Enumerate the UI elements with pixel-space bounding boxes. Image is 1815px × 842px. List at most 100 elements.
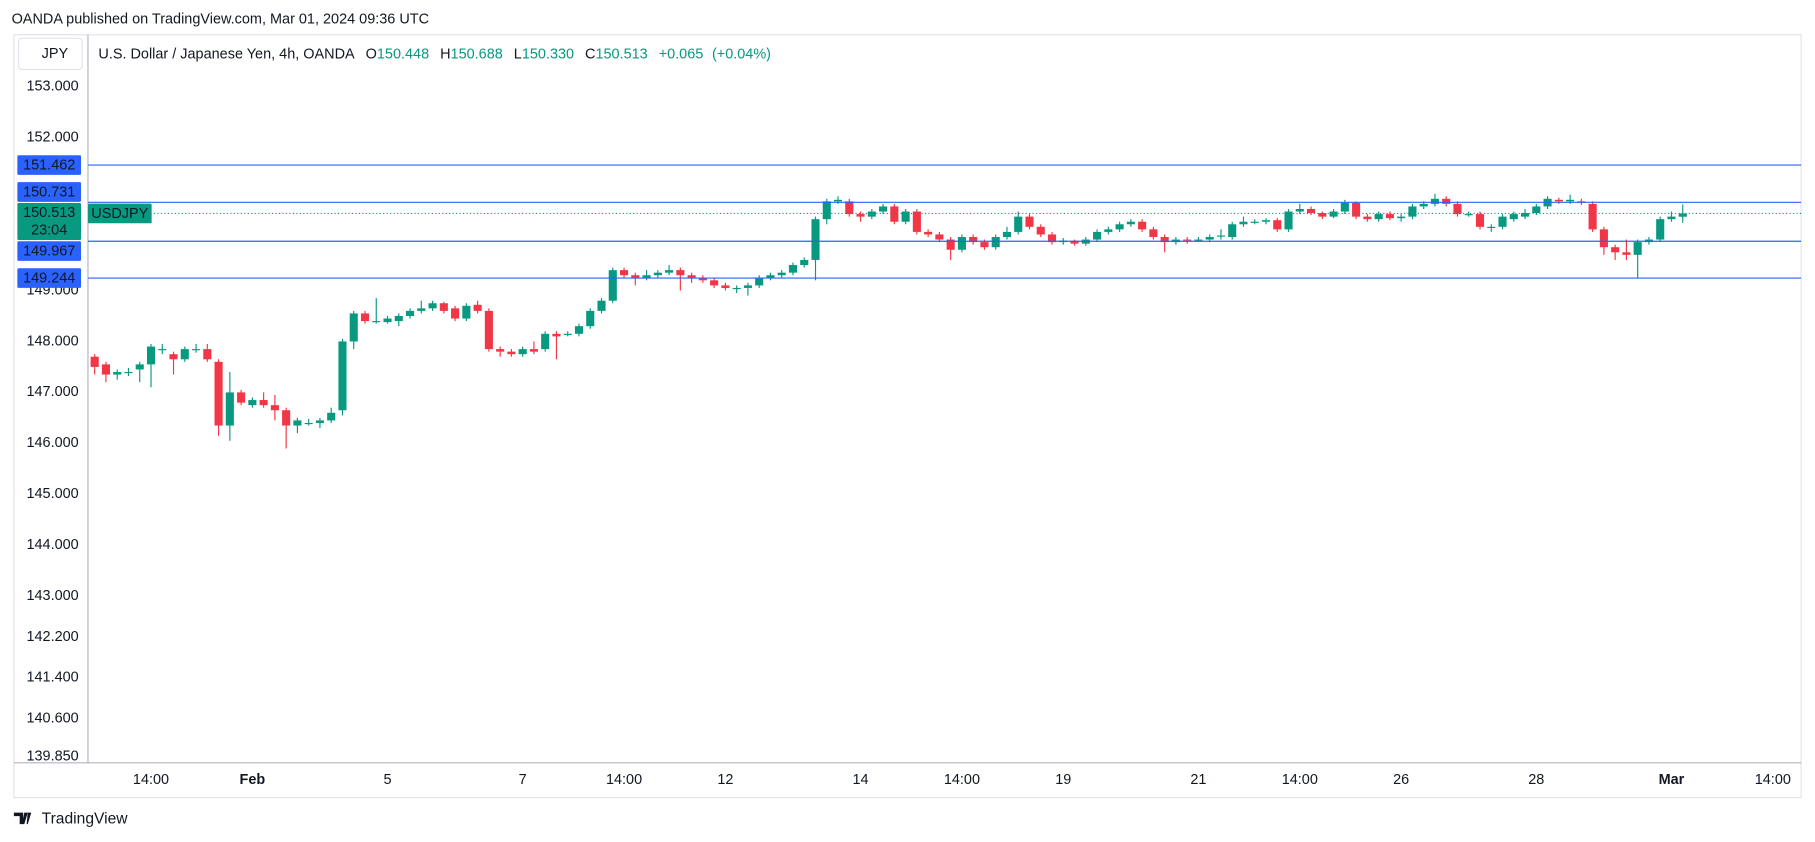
publisher-note: OANDA published on TradingView.com, Mar … xyxy=(12,11,429,27)
candle-body xyxy=(957,237,966,250)
candle-body xyxy=(1329,211,1338,217)
candle-body xyxy=(608,270,617,301)
x-tick-label: 19 xyxy=(1055,772,1071,788)
candle-body xyxy=(586,310,595,327)
y-tick-label: 143.000 xyxy=(26,588,78,604)
candle-body xyxy=(1442,198,1451,204)
currency-button-label[interactable]: JPY xyxy=(42,46,69,62)
candle-body xyxy=(1194,239,1203,241)
candle-body xyxy=(867,211,876,217)
candle-body xyxy=(969,237,978,243)
legend-title: U.S. Dollar / Japanese Yen, 4h, OANDA xyxy=(98,46,355,62)
candle-body xyxy=(1622,252,1631,255)
candle-body xyxy=(1475,214,1485,227)
candle-body xyxy=(1093,231,1102,240)
candle-body xyxy=(856,214,865,217)
candle-body xyxy=(113,372,122,375)
candle-body xyxy=(1216,235,1226,237)
candle-body xyxy=(1374,214,1383,220)
candle-body xyxy=(631,275,640,278)
candle-body xyxy=(1228,224,1237,238)
x-tick-label: Feb xyxy=(240,772,266,788)
candle-body xyxy=(1284,211,1293,230)
x-tick-label: 14:00 xyxy=(1282,772,1318,788)
legend: U.S. Dollar / Japanese Yen, 4h, OANDA O1… xyxy=(98,46,771,62)
candle-body xyxy=(1126,221,1135,225)
candle-body xyxy=(169,354,178,360)
y-tick-label: 152.000 xyxy=(26,129,78,145)
level-label: 150.731 xyxy=(23,184,75,200)
candle-body xyxy=(405,310,415,316)
candles xyxy=(90,193,1687,449)
candle-body xyxy=(766,275,775,278)
candle-body xyxy=(1554,199,1563,202)
candle-body xyxy=(619,270,629,276)
currency-button[interactable] xyxy=(17,37,83,71)
candle-body xyxy=(653,272,662,276)
candle-body xyxy=(1509,214,1518,220)
candle-body xyxy=(1408,206,1417,217)
level-label: 149.967 xyxy=(23,243,75,259)
candle-body xyxy=(1002,231,1012,238)
candle-body xyxy=(788,265,798,273)
candle-body xyxy=(1307,208,1316,214)
candle-body xyxy=(1340,202,1349,212)
x-tick-label: 14:00 xyxy=(1755,772,1791,788)
y-tick-label: 146.000 xyxy=(26,435,78,451)
candle-body xyxy=(180,349,189,360)
x-tick-label: 26 xyxy=(1393,772,1409,788)
candle-body xyxy=(124,372,133,374)
candle-body xyxy=(1521,213,1530,217)
candle-body xyxy=(428,303,437,309)
candle-body xyxy=(1599,229,1608,248)
candle-body xyxy=(597,300,606,311)
candle-body xyxy=(439,303,448,311)
candle-body xyxy=(1611,247,1620,253)
candle-body xyxy=(676,270,685,276)
level-label-box xyxy=(17,182,82,202)
legend-value: 150.513 xyxy=(595,46,647,62)
candle-body xyxy=(146,346,156,365)
candle-body xyxy=(1487,226,1496,228)
legend-prefix: H xyxy=(440,46,450,62)
x-tick-label: 14:00 xyxy=(606,772,642,788)
candle-body xyxy=(383,318,392,323)
candle-body xyxy=(1453,203,1462,215)
candle-body xyxy=(1138,221,1147,230)
candle-body xyxy=(845,201,854,215)
footer-logo[interactable]: TradingView xyxy=(13,811,128,828)
candle-body xyxy=(203,349,212,360)
candle-body xyxy=(1025,216,1034,227)
candle-body xyxy=(541,333,550,350)
candle-body xyxy=(101,364,110,375)
candle-body xyxy=(1047,234,1057,243)
candle-body xyxy=(901,211,910,222)
candle-body xyxy=(1104,229,1113,232)
candle-body xyxy=(270,405,279,411)
candle-body xyxy=(1239,221,1248,225)
candle-body xyxy=(924,231,933,235)
x-tick-label: 7 xyxy=(519,772,527,788)
candle-body xyxy=(912,211,921,232)
candle-body xyxy=(518,349,527,355)
x-tick-label: 14:00 xyxy=(133,772,169,788)
symbol-tag xyxy=(87,203,152,224)
level-label: 151.462 xyxy=(23,157,75,173)
candle-body xyxy=(563,333,572,335)
y-tick-label: 153.000 xyxy=(26,79,78,95)
candle-body xyxy=(451,308,460,319)
candle-body xyxy=(991,237,1000,248)
candle-body xyxy=(1667,216,1676,220)
candle-body xyxy=(833,199,843,202)
candle-body xyxy=(394,315,403,322)
symbol-tag-label: USDJPY xyxy=(91,206,148,222)
candle-body xyxy=(237,392,246,403)
candle-body xyxy=(822,201,831,220)
candle-body xyxy=(1385,214,1394,219)
level-label-box xyxy=(17,155,82,175)
logo-icon xyxy=(13,812,32,825)
candle-body xyxy=(642,275,651,278)
candle-body xyxy=(710,280,719,286)
candle-body xyxy=(1160,237,1169,243)
candle-body xyxy=(529,349,538,352)
